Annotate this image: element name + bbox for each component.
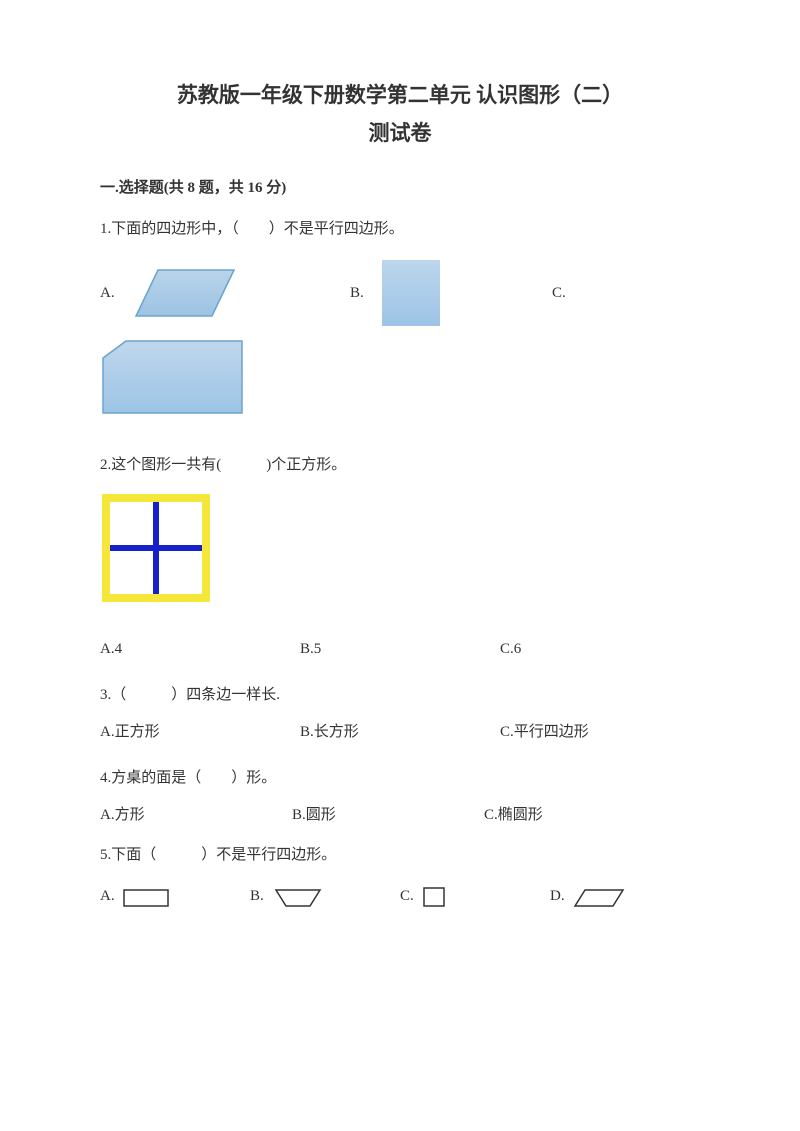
q1-option-c-label: C. <box>552 282 572 305</box>
q2-option-c: C.6 <box>500 638 700 661</box>
question-1-text: 1.下面的四边形中，（ ）不是平行四边形。 <box>100 218 700 241</box>
question-1-options-row1: A. B. C. <box>100 258 700 328</box>
question-5-options: A. B. C. D. <box>100 885 700 909</box>
q5-option-d-label: D. <box>550 885 565 908</box>
square-grid-icon <box>100 494 212 604</box>
q3-option-c: C.平行四边形 <box>500 721 700 744</box>
question-3-text: 3.（ ）四条边一样长. <box>100 684 700 707</box>
question-1: 1.下面的四边形中，（ ）不是平行四边形。 A. B. C. <box>100 218 700 424</box>
cut-corner-shape-icon <box>100 338 245 416</box>
rectangle-outline-icon <box>121 885 173 909</box>
question-4-options: A.方形 B.圆形 C.椭圆形 <box>100 804 700 827</box>
question-2-text: 2.这个图形一共有( )个正方形。 <box>100 454 700 477</box>
parallelogram-shape-icon <box>130 264 240 322</box>
q5-option-c-label: C. <box>400 885 414 908</box>
parallelogram-outline-icon <box>571 885 627 909</box>
square-outline-icon <box>420 885 450 909</box>
q4-option-a: A.方形 <box>100 804 292 827</box>
q1-option-b-label: B. <box>350 282 370 305</box>
q2-option-a: A.4 <box>100 638 300 661</box>
q5-option-a: A. <box>100 885 250 909</box>
q2-option-b: B.5 <box>300 638 500 661</box>
question-5-text: 5.下面（ ）不是平行四边形。 <box>100 844 700 867</box>
q5-option-b: B. <box>250 885 400 909</box>
page-title: 苏教版一年级下册数学第二单元 认识图形（二） <box>100 80 700 112</box>
q5-option-d: D. <box>550 885 700 909</box>
question-4-text: 4.方桌的面是（ ）形。 <box>100 767 700 790</box>
rectangle-shape-icon <box>380 258 442 328</box>
q4-option-b: B.圆形 <box>292 804 484 827</box>
question-1-shape-c <box>100 338 700 424</box>
q3-option-b: B.长方形 <box>300 721 500 744</box>
q5-option-b-label: B. <box>250 885 264 908</box>
q5-option-a-label: A. <box>100 885 115 908</box>
question-4: 4.方桌的面是（ ）形。 A.方形 B.圆形 C.椭圆形 <box>100 767 700 826</box>
q5-option-c: C. <box>400 885 550 909</box>
question-2: 2.这个图形一共有( )个正方形。 A.4 B.5 C.6 <box>100 454 700 661</box>
trapezoid-outline-icon <box>270 885 326 909</box>
q3-option-a: A.正方形 <box>100 721 300 744</box>
question-2-options: A.4 B.5 C.6 <box>100 638 700 661</box>
question-5: 5.下面（ ）不是平行四边形。 A. B. C. D. <box>100 844 700 909</box>
question-3-options: A.正方形 B.长方形 C.平行四边形 <box>100 721 700 744</box>
question-2-figure <box>100 494 700 612</box>
q1-option-a-label: A. <box>100 282 120 305</box>
page-subtitle: 测试卷 <box>100 118 700 150</box>
q4-option-c: C.椭圆形 <box>484 804 700 827</box>
section-1-header: 一.选择题(共 8 题，共 16 分) <box>100 177 700 200</box>
question-3: 3.（ ）四条边一样长. A.正方形 B.长方形 C.平行四边形 <box>100 684 700 743</box>
